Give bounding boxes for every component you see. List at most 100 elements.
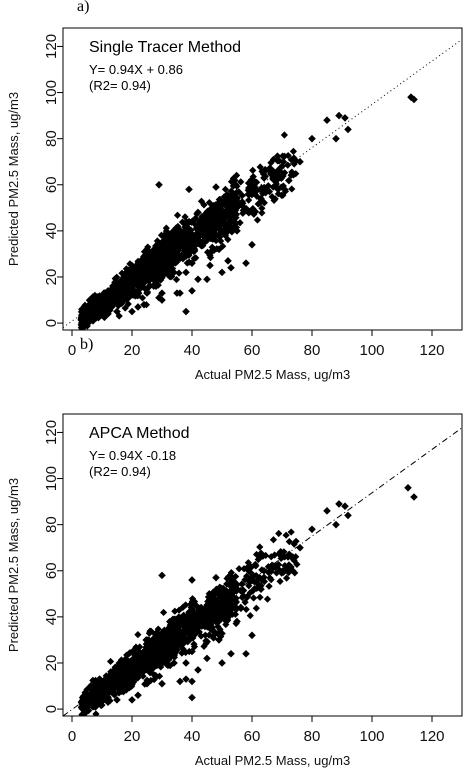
data-point <box>265 582 273 590</box>
data-point <box>173 228 181 236</box>
data-point <box>143 245 151 254</box>
data-point <box>218 659 226 667</box>
data-point <box>158 571 166 580</box>
data-point <box>201 606 209 615</box>
data-point <box>237 178 245 186</box>
data-point <box>109 292 117 300</box>
data-point <box>168 237 176 245</box>
data-point <box>173 211 182 219</box>
data-point <box>81 710 89 716</box>
data-point <box>203 275 211 284</box>
data-point <box>215 636 223 644</box>
data-point <box>100 313 109 322</box>
data-point <box>206 254 215 262</box>
data-point <box>194 666 202 674</box>
data-point <box>116 668 124 676</box>
data-point <box>188 677 196 686</box>
data-point <box>242 649 250 658</box>
x-tick-label: 60 <box>244 728 261 745</box>
data-point <box>182 659 190 667</box>
data-point <box>258 184 266 192</box>
data-point <box>250 594 258 602</box>
data-point <box>129 647 137 655</box>
y-tick-label: 100 <box>43 80 60 105</box>
data-point <box>245 582 253 590</box>
data-point <box>194 275 202 284</box>
data-point <box>248 185 256 194</box>
data-point <box>237 604 245 613</box>
data-point <box>151 270 159 279</box>
x-tick-label: 0 <box>68 342 76 359</box>
data-point <box>257 585 265 594</box>
data-point <box>164 270 172 279</box>
data-point <box>155 649 163 657</box>
data-point <box>115 292 123 300</box>
chart-title: Single Tracer Method <box>89 39 241 56</box>
data-point <box>138 269 146 277</box>
data-point <box>258 209 266 217</box>
data-point <box>160 637 169 645</box>
data-point <box>227 191 235 200</box>
data-point <box>140 300 148 309</box>
data-point <box>229 182 237 190</box>
data-point <box>105 673 113 681</box>
data-point <box>104 304 112 313</box>
data-point <box>137 264 146 272</box>
data-point <box>281 187 290 195</box>
data-point <box>228 204 236 213</box>
data-point <box>341 114 349 122</box>
data-point <box>119 295 128 304</box>
data-point <box>164 631 173 639</box>
data-point <box>242 259 250 267</box>
data-point <box>121 680 129 688</box>
data-point <box>90 678 98 686</box>
data-point <box>212 573 220 582</box>
data-point <box>332 134 340 143</box>
data-point <box>83 685 91 694</box>
data-point <box>179 235 188 243</box>
data-point <box>125 684 134 692</box>
data-point <box>104 310 112 318</box>
data-point <box>221 185 230 193</box>
data-point <box>78 696 86 705</box>
data-point <box>253 216 262 224</box>
data-point <box>270 168 278 176</box>
data-point <box>410 95 418 104</box>
data-point <box>123 678 131 686</box>
y-tick-label: 120 <box>43 34 60 59</box>
data-point <box>137 662 145 671</box>
data-point <box>139 668 147 676</box>
data-point <box>215 245 223 254</box>
data-point <box>239 592 248 600</box>
x-tick-label: 20 <box>124 342 141 359</box>
data-point <box>258 204 266 212</box>
data-point <box>113 696 121 704</box>
x-tick-label: 80 <box>304 728 321 745</box>
data-point <box>160 256 168 264</box>
data-point <box>128 274 136 282</box>
data-point <box>134 674 142 682</box>
data-point <box>266 164 274 172</box>
data-point <box>122 289 130 297</box>
x-tick-label: 0 <box>68 728 76 745</box>
data-point <box>174 240 182 248</box>
data-point <box>202 236 211 244</box>
data-point <box>178 649 186 657</box>
data-point <box>216 598 224 606</box>
data-point <box>249 173 257 181</box>
data-point <box>108 303 116 311</box>
data-point <box>180 611 188 619</box>
y-tick-label: 40 <box>43 223 60 240</box>
data-point <box>166 626 174 635</box>
data-point <box>148 275 157 283</box>
data-point <box>206 261 214 270</box>
data-point <box>170 268 178 277</box>
y-tick-label: 60 <box>43 562 60 579</box>
data-point <box>116 661 124 669</box>
y-tick-label: 60 <box>43 176 60 193</box>
data-point <box>146 627 154 635</box>
data-point <box>228 211 236 220</box>
data-point <box>144 643 152 651</box>
data-point <box>212 183 220 191</box>
data-point <box>224 595 233 603</box>
